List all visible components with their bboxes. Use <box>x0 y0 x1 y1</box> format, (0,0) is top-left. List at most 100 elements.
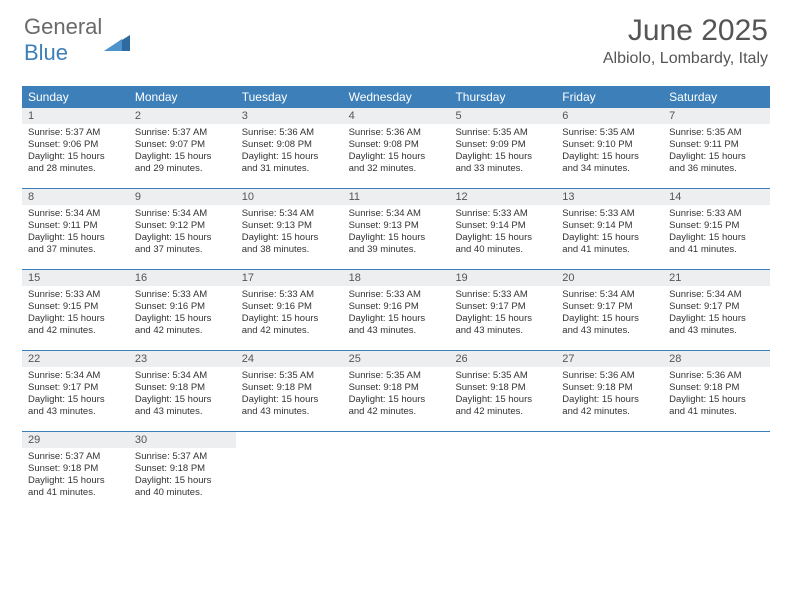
day-number: 16 <box>129 270 236 286</box>
day-details: Sunrise: 5:36 AMSunset: 9:08 PMDaylight:… <box>343 124 450 175</box>
sunrise-line: Sunrise: 5:34 AM <box>28 208 123 220</box>
sunset-line: Sunset: 9:13 PM <box>242 220 337 232</box>
day-number: 30 <box>129 432 236 448</box>
day-number: 13 <box>556 189 663 205</box>
sunset-line: Sunset: 9:18 PM <box>135 382 230 394</box>
day-number: 11 <box>343 189 450 205</box>
sunrise-line: Sunrise: 5:35 AM <box>669 127 764 139</box>
title-block: June 2025 Albiolo, Lombardy, Italy <box>603 14 768 68</box>
daylight-line: Daylight: 15 hours <box>455 232 550 244</box>
daylight-line-2: and 43 minutes. <box>562 325 657 337</box>
sunset-line: Sunset: 9:18 PM <box>562 382 657 394</box>
sunset-line: Sunset: 9:12 PM <box>135 220 230 232</box>
day-header: Tuesday <box>236 86 343 108</box>
day-number: 10 <box>236 189 343 205</box>
daylight-line: Daylight: 15 hours <box>28 232 123 244</box>
daylight-line: Daylight: 15 hours <box>135 232 230 244</box>
sunset-line: Sunset: 9:11 PM <box>669 139 764 151</box>
calendar-cell: 11Sunrise: 5:34 AMSunset: 9:13 PMDayligh… <box>343 189 450 269</box>
day-number: 21 <box>663 270 770 286</box>
daylight-line-2: and 39 minutes. <box>349 244 444 256</box>
sunrise-line: Sunrise: 5:36 AM <box>242 127 337 139</box>
calendar-cell <box>663 432 770 512</box>
daylight-line: Daylight: 15 hours <box>669 232 764 244</box>
day-details: Sunrise: 5:34 AMSunset: 9:18 PMDaylight:… <box>129 367 236 418</box>
day-details: Sunrise: 5:37 AMSunset: 9:06 PMDaylight:… <box>22 124 129 175</box>
sunrise-line: Sunrise: 5:33 AM <box>135 289 230 301</box>
sunrise-line: Sunrise: 5:33 AM <box>455 208 550 220</box>
logo: General Blue <box>24 14 130 66</box>
daylight-line-2: and 33 minutes. <box>455 163 550 175</box>
daylight-line-2: and 42 minutes. <box>28 325 123 337</box>
day-header: Sunday <box>22 86 129 108</box>
calendar-cell: 7Sunrise: 5:35 AMSunset: 9:11 PMDaylight… <box>663 108 770 188</box>
calendar-cell: 12Sunrise: 5:33 AMSunset: 9:14 PMDayligh… <box>449 189 556 269</box>
sunset-line: Sunset: 9:18 PM <box>242 382 337 394</box>
sunset-line: Sunset: 9:17 PM <box>455 301 550 313</box>
daylight-line-2: and 28 minutes. <box>28 163 123 175</box>
sunset-line: Sunset: 9:15 PM <box>28 301 123 313</box>
sunset-line: Sunset: 9:18 PM <box>669 382 764 394</box>
sunrise-line: Sunrise: 5:35 AM <box>455 127 550 139</box>
sunrise-line: Sunrise: 5:36 AM <box>349 127 444 139</box>
sunrise-line: Sunrise: 5:33 AM <box>455 289 550 301</box>
calendar-cell: 6Sunrise: 5:35 AMSunset: 9:10 PMDaylight… <box>556 108 663 188</box>
daylight-line: Daylight: 15 hours <box>669 394 764 406</box>
day-number: 5 <box>449 108 556 124</box>
sunrise-line: Sunrise: 5:36 AM <box>562 370 657 382</box>
day-header-row: Sunday Monday Tuesday Wednesday Thursday… <box>22 86 770 108</box>
day-number: 8 <box>22 189 129 205</box>
daylight-line-2: and 42 minutes. <box>349 406 444 418</box>
daylight-line: Daylight: 15 hours <box>349 232 444 244</box>
daylight-line: Daylight: 15 hours <box>135 313 230 325</box>
calendar-week: 15Sunrise: 5:33 AMSunset: 9:15 PMDayligh… <box>22 270 770 351</box>
calendar-cell: 26Sunrise: 5:35 AMSunset: 9:18 PMDayligh… <box>449 351 556 431</box>
daylight-line: Daylight: 15 hours <box>349 394 444 406</box>
day-details: Sunrise: 5:35 AMSunset: 9:09 PMDaylight:… <box>449 124 556 175</box>
day-number: 6 <box>556 108 663 124</box>
day-details: Sunrise: 5:33 AMSunset: 9:14 PMDaylight:… <box>449 205 556 256</box>
day-number: 12 <box>449 189 556 205</box>
daylight-line: Daylight: 15 hours <box>242 151 337 163</box>
day-details: Sunrise: 5:34 AMSunset: 9:11 PMDaylight:… <box>22 205 129 256</box>
daylight-line: Daylight: 15 hours <box>135 151 230 163</box>
logo-text-1: General <box>24 14 102 39</box>
day-details: Sunrise: 5:37 AMSunset: 9:18 PMDaylight:… <box>22 448 129 499</box>
daylight-line-2: and 43 minutes. <box>135 406 230 418</box>
calendar-cell: 21Sunrise: 5:34 AMSunset: 9:17 PMDayligh… <box>663 270 770 350</box>
day-number: 23 <box>129 351 236 367</box>
day-details: Sunrise: 5:35 AMSunset: 9:11 PMDaylight:… <box>663 124 770 175</box>
day-details: Sunrise: 5:34 AMSunset: 9:13 PMDaylight:… <box>343 205 450 256</box>
logo-triangle-icon <box>104 29 130 51</box>
daylight-line-2: and 43 minutes. <box>455 325 550 337</box>
calendar-week: 29Sunrise: 5:37 AMSunset: 9:18 PMDayligh… <box>22 432 770 512</box>
daylight-line: Daylight: 15 hours <box>28 151 123 163</box>
sunrise-line: Sunrise: 5:37 AM <box>135 451 230 463</box>
day-number: 1 <box>22 108 129 124</box>
daylight-line: Daylight: 15 hours <box>135 475 230 487</box>
day-number: 2 <box>129 108 236 124</box>
day-header: Thursday <box>449 86 556 108</box>
day-details: Sunrise: 5:33 AMSunset: 9:17 PMDaylight:… <box>449 286 556 337</box>
day-header: Saturday <box>663 86 770 108</box>
daylight-line-2: and 41 minutes. <box>669 406 764 418</box>
calendar-cell <box>556 432 663 512</box>
day-number: 24 <box>236 351 343 367</box>
sunset-line: Sunset: 9:17 PM <box>669 301 764 313</box>
daylight-line-2: and 32 minutes. <box>349 163 444 175</box>
sunrise-line: Sunrise: 5:34 AM <box>562 289 657 301</box>
daylight-line-2: and 43 minutes. <box>349 325 444 337</box>
sunrise-line: Sunrise: 5:34 AM <box>28 370 123 382</box>
day-details: Sunrise: 5:33 AMSunset: 9:15 PMDaylight:… <box>22 286 129 337</box>
sunrise-line: Sunrise: 5:34 AM <box>135 370 230 382</box>
sunset-line: Sunset: 9:18 PM <box>135 463 230 475</box>
sunset-line: Sunset: 9:14 PM <box>455 220 550 232</box>
day-number: 15 <box>22 270 129 286</box>
calendar-cell: 24Sunrise: 5:35 AMSunset: 9:18 PMDayligh… <box>236 351 343 431</box>
sunrise-line: Sunrise: 5:33 AM <box>562 208 657 220</box>
daylight-line: Daylight: 15 hours <box>562 151 657 163</box>
daylight-line-2: and 43 minutes. <box>242 406 337 418</box>
calendar-cell: 5Sunrise: 5:35 AMSunset: 9:09 PMDaylight… <box>449 108 556 188</box>
daylight-line: Daylight: 15 hours <box>455 394 550 406</box>
sunrise-line: Sunrise: 5:34 AM <box>242 208 337 220</box>
